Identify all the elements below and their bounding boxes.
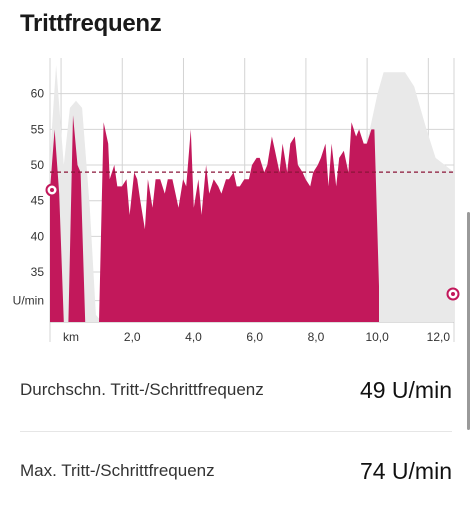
average-cadence-value: 49 U/min [359,376,452,403]
x-tick-label: 6,0 [246,330,263,344]
y-tick-label: 55 [31,122,45,136]
y-tick-label: U/min [13,294,44,308]
x-tick-label: km [63,330,79,344]
stat-row-average: Durchschn. Tritt-/Schrittfrequenz 49 U/m… [20,372,452,408]
cadence-area [50,115,379,322]
average-cadence-label: Durchschn. Tritt-/Schrittfrequenz [20,380,264,399]
max-cadence-label: Max. Tritt-/Schrittfrequenz [20,461,215,480]
y-tick-label: 60 [31,87,45,101]
x-tick-label: 8,0 [308,330,325,344]
scrollbar[interactable] [467,212,470,430]
stats-divider [20,431,452,432]
y-tick-label: 35 [31,265,45,279]
y-tick-label: 45 [31,194,45,208]
chart-title: Trittfrequenz [20,10,162,37]
y-tick-label: 40 [31,229,45,243]
cadence-chart: 60 55 50 45 40 35 U/min km 2,0 4,0 6,0 8,0 10,0 12,0 [13,58,460,344]
x-tick-label: 10,0 [365,330,389,344]
start-marker-dot [50,188,54,192]
x-tick-label: 12,0 [427,330,451,344]
y-tick-label: 50 [31,158,45,172]
end-marker-dot [451,292,455,296]
max-cadence-value: 74 U/min [359,457,452,484]
x-tick-label: 4,0 [185,330,202,344]
stat-row-max: Max. Tritt-/Schrittfrequenz 74 U/min [20,453,452,489]
x-tick-label: 2,0 [124,330,141,344]
